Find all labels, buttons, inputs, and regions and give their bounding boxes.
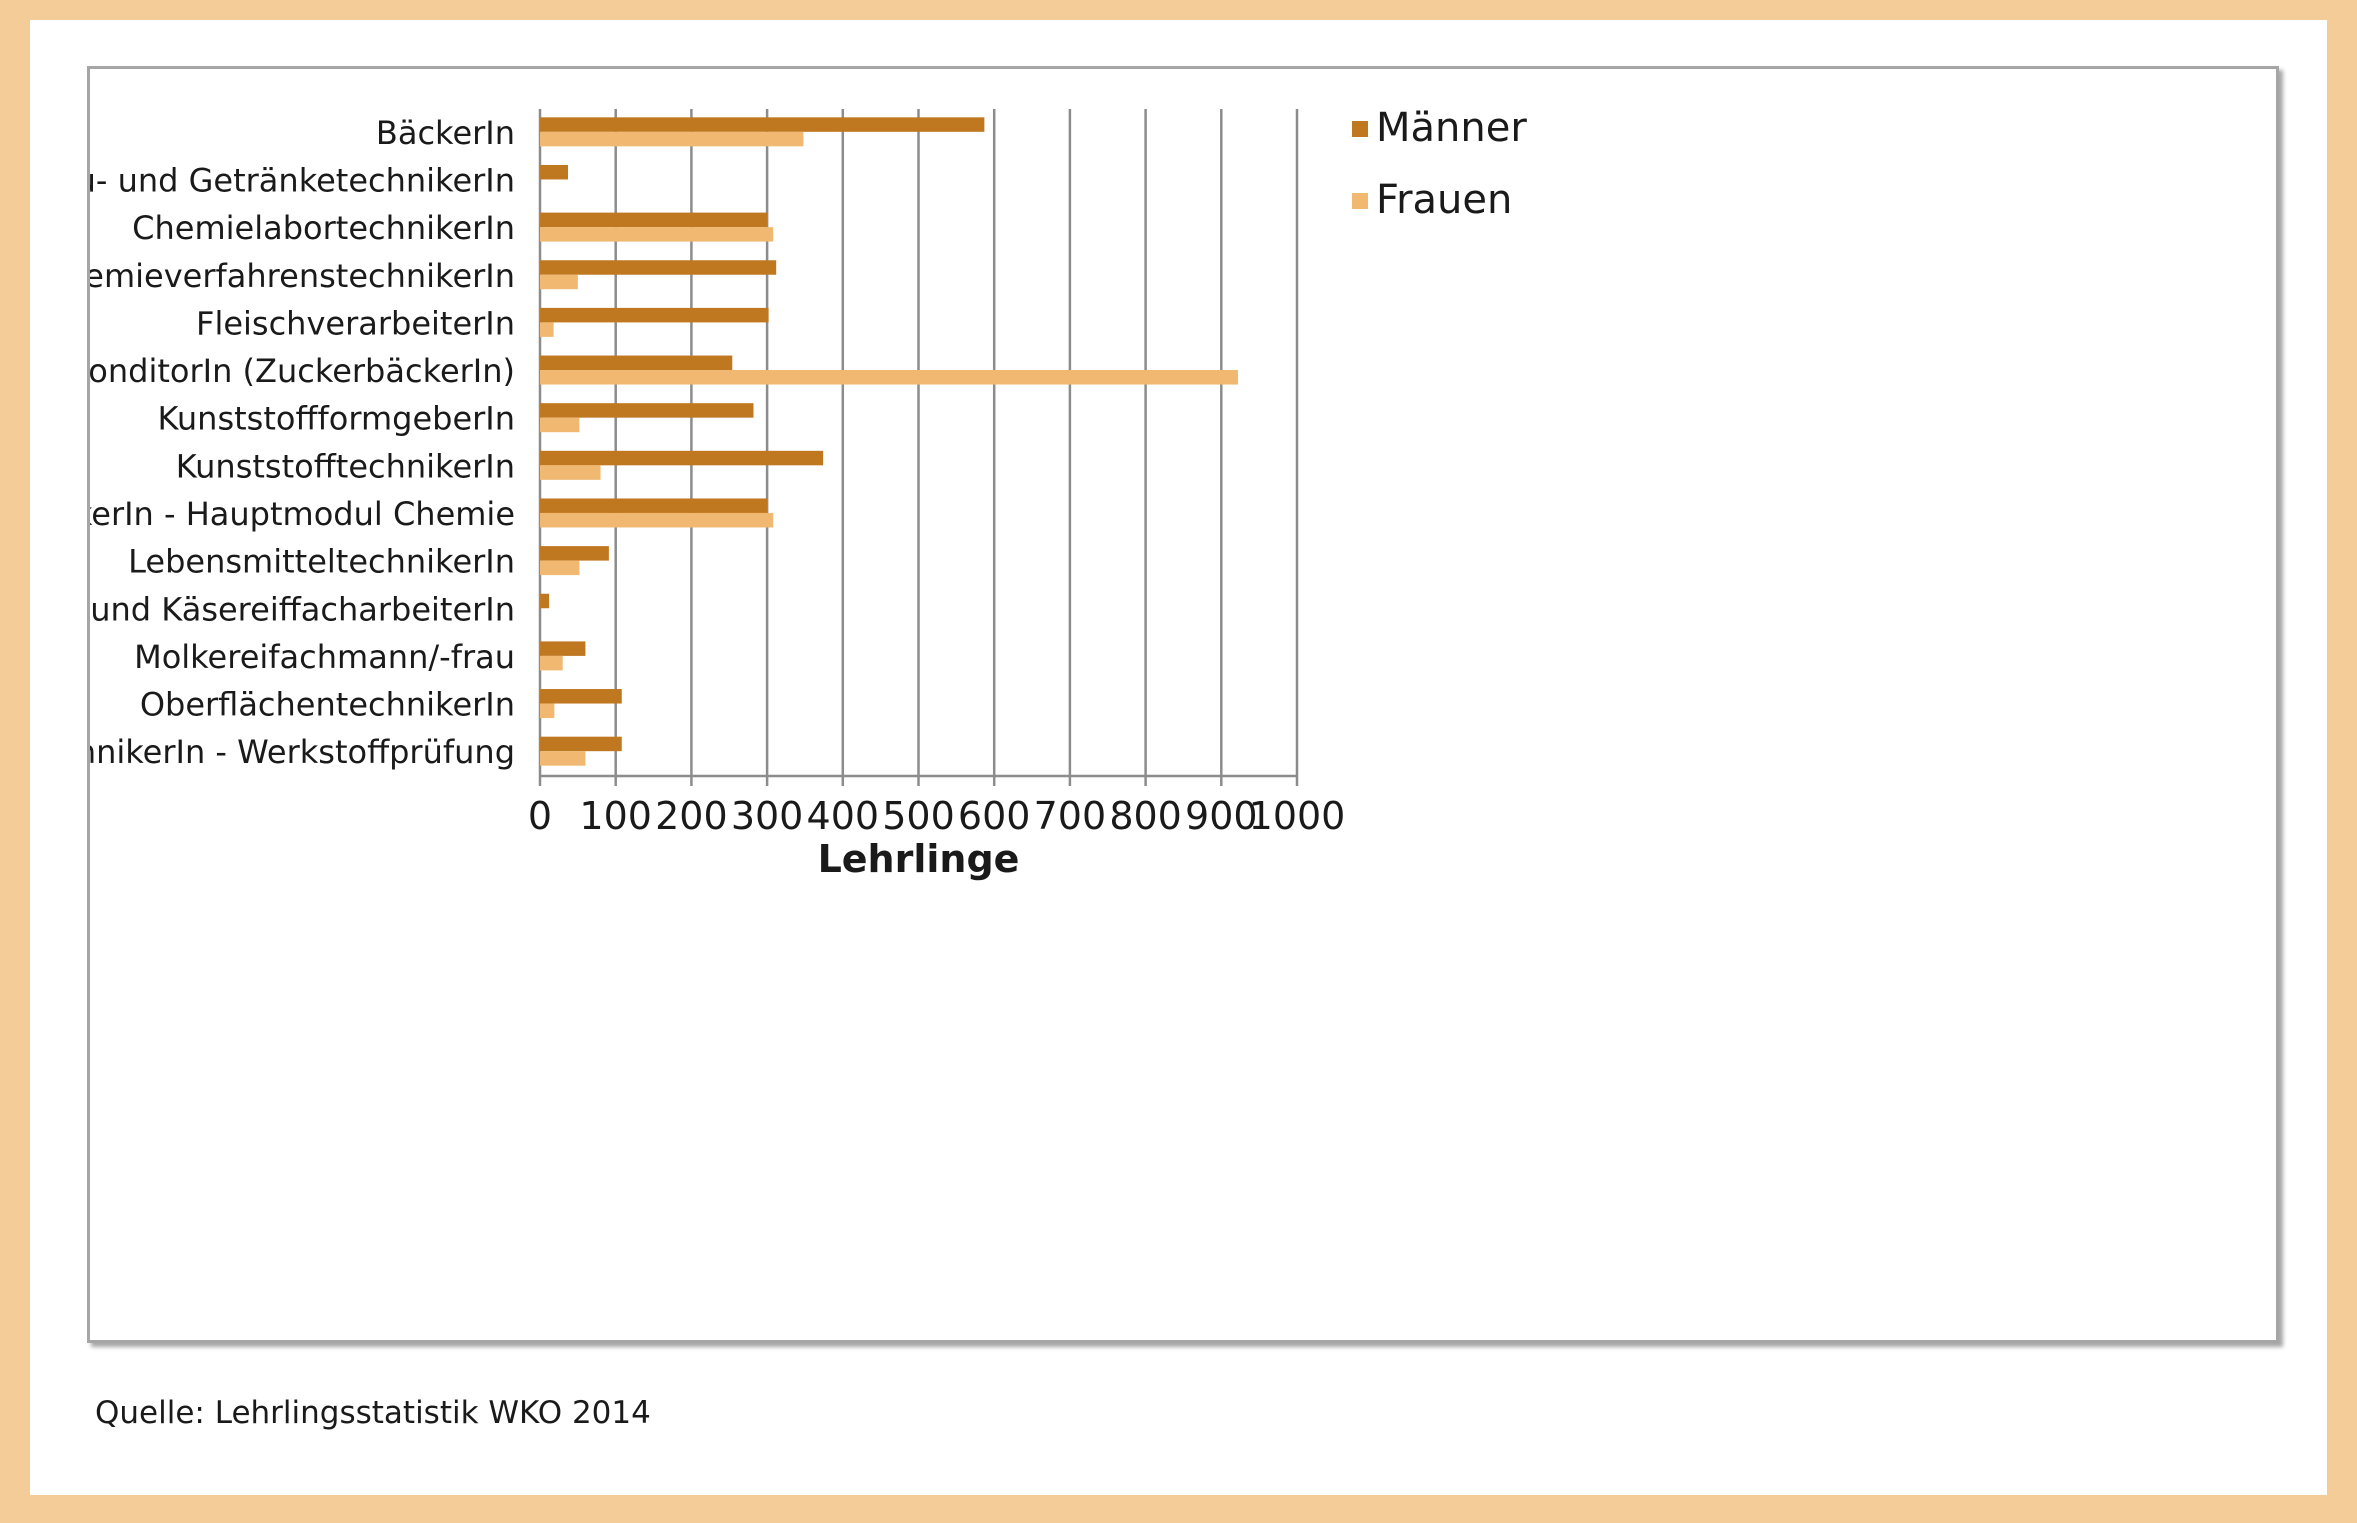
- bar-frauen: [540, 274, 578, 290]
- x-tick-label: 700: [1034, 794, 1107, 838]
- x-tick-label: 200: [655, 794, 728, 838]
- bar-frauen: [540, 131, 804, 147]
- bar-maenner: [540, 498, 768, 513]
- legend-swatch: [1352, 121, 1368, 137]
- bar-maenner: [540, 641, 586, 656]
- category-label: Molkereifachmann/-frau: [134, 638, 515, 676]
- chart-frame: BäckerIn Brau- und GetränketechnikerIn Che…: [87, 66, 2279, 1343]
- bar-frauen: [540, 560, 580, 576]
- category-label: ChemieverfahrenstechnikerIn: [90, 257, 515, 295]
- source-note: Quelle: Lehrlingsstatistik WKO 2014: [95, 1395, 651, 1431]
- bar-chart: BäckerIn Brau- und GetränketechnikerIn Che…: [90, 105, 1527, 881]
- category-label: FleischverarbeiterIn: [196, 304, 515, 342]
- bar-maenner: [540, 736, 622, 752]
- x-tick-label: 900: [1185, 794, 1258, 838]
- x-tick-label: 300: [731, 794, 804, 838]
- x-tick-label: 100: [579, 794, 652, 838]
- bar-maenner: [540, 593, 550, 609]
- category-label: KunststoffformgeberIn: [158, 400, 516, 438]
- x-tick-label: 500: [882, 794, 955, 838]
- category-label: ChemielabortechnikerIn: [132, 209, 515, 247]
- bar-frauen: [540, 655, 563, 671]
- bar-frauen: [540, 227, 774, 242]
- category-label: Molkerei- und KäsereiffacharbeiterIn: [90, 590, 515, 628]
- bar-maenner: [540, 403, 754, 418]
- bar-maenner: [540, 689, 622, 704]
- bar-frauen: [540, 512, 774, 528]
- bar-frauen: [540, 703, 555, 719]
- x-tick-label: 600: [958, 794, 1031, 838]
- category-label: Brau- und GetränketechnikerIn: [90, 161, 515, 199]
- bar-maenner: [540, 450, 824, 466]
- bar-maenner: [540, 117, 985, 132]
- bar-frauen: [540, 322, 554, 337]
- bar-maenner: [540, 546, 609, 561]
- x-tick-label: 400: [807, 794, 880, 838]
- bar-maenner: [540, 355, 733, 371]
- category-label: LabortechnikerIn - Hauptmodul Chemie: [90, 495, 515, 533]
- bar-frauen: [540, 751, 586, 766]
- bar-frauen: [540, 465, 601, 480]
- legend-label: Männer: [1376, 105, 1527, 151]
- category-label: OberflächentechnikerIn: [140, 686, 515, 724]
- bar-frauen: [540, 417, 580, 433]
- x-tick-label: 800: [1109, 794, 1182, 838]
- x-tick-label: 1000: [1249, 794, 1346, 838]
- category-label: KonditorIn (ZuckerbäckerIn): [90, 352, 515, 390]
- category-label: WerkstofftechnikerIn - Werkstoffprüfung: [90, 733, 515, 771]
- x-axis-title: Lehrlinge: [818, 837, 1020, 881]
- bar-maenner: [540, 212, 768, 228]
- x-tick-label: 0: [528, 794, 552, 838]
- legend-label: Frauen: [1376, 177, 1512, 223]
- category-label: KunststofftechnikerIn: [176, 447, 515, 485]
- bar-maenner: [540, 307, 769, 323]
- legend-swatch: [1352, 193, 1368, 209]
- bar-maenner: [540, 164, 569, 180]
- category-label: BäckerIn: [376, 114, 515, 152]
- bar-maenner: [540, 260, 777, 275]
- bar-frauen: [540, 370, 1238, 385]
- page: BäckerIn Brau- und GetränketechnikerIn Che…: [30, 20, 2327, 1495]
- category-label: LebensmitteltechnikerIn: [128, 543, 515, 581]
